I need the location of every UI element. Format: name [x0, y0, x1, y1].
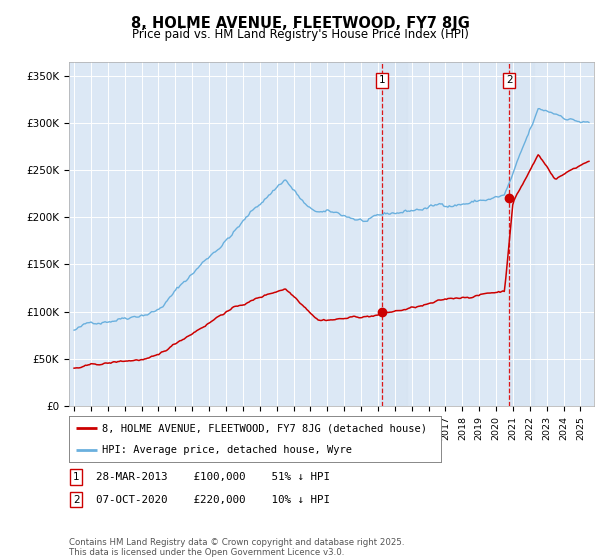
Text: 1: 1 — [73, 472, 80, 482]
Text: 1: 1 — [379, 76, 385, 86]
Text: 07-OCT-2020    £220,000    10% ↓ HPI: 07-OCT-2020 £220,000 10% ↓ HPI — [96, 494, 330, 505]
Text: Price paid vs. HM Land Registry's House Price Index (HPI): Price paid vs. HM Land Registry's House … — [131, 28, 469, 41]
Text: 2: 2 — [506, 76, 512, 86]
Bar — [380, 62, 407, 406]
Text: 2: 2 — [73, 494, 80, 505]
Text: HPI: Average price, detached house, Wyre: HPI: Average price, detached house, Wyre — [103, 445, 352, 455]
Text: Contains HM Land Registry data © Crown copyright and database right 2025.
This d: Contains HM Land Registry data © Crown c… — [69, 538, 404, 557]
Bar — [508, 62, 535, 406]
Text: 8, HOLME AVENUE, FLEETWOOD, FY7 8JG (detached house): 8, HOLME AVENUE, FLEETWOOD, FY7 8JG (det… — [103, 423, 427, 433]
Text: 28-MAR-2013    £100,000    51% ↓ HPI: 28-MAR-2013 £100,000 51% ↓ HPI — [96, 472, 330, 482]
Text: 8, HOLME AVENUE, FLEETWOOD, FY7 8JG: 8, HOLME AVENUE, FLEETWOOD, FY7 8JG — [131, 16, 469, 31]
